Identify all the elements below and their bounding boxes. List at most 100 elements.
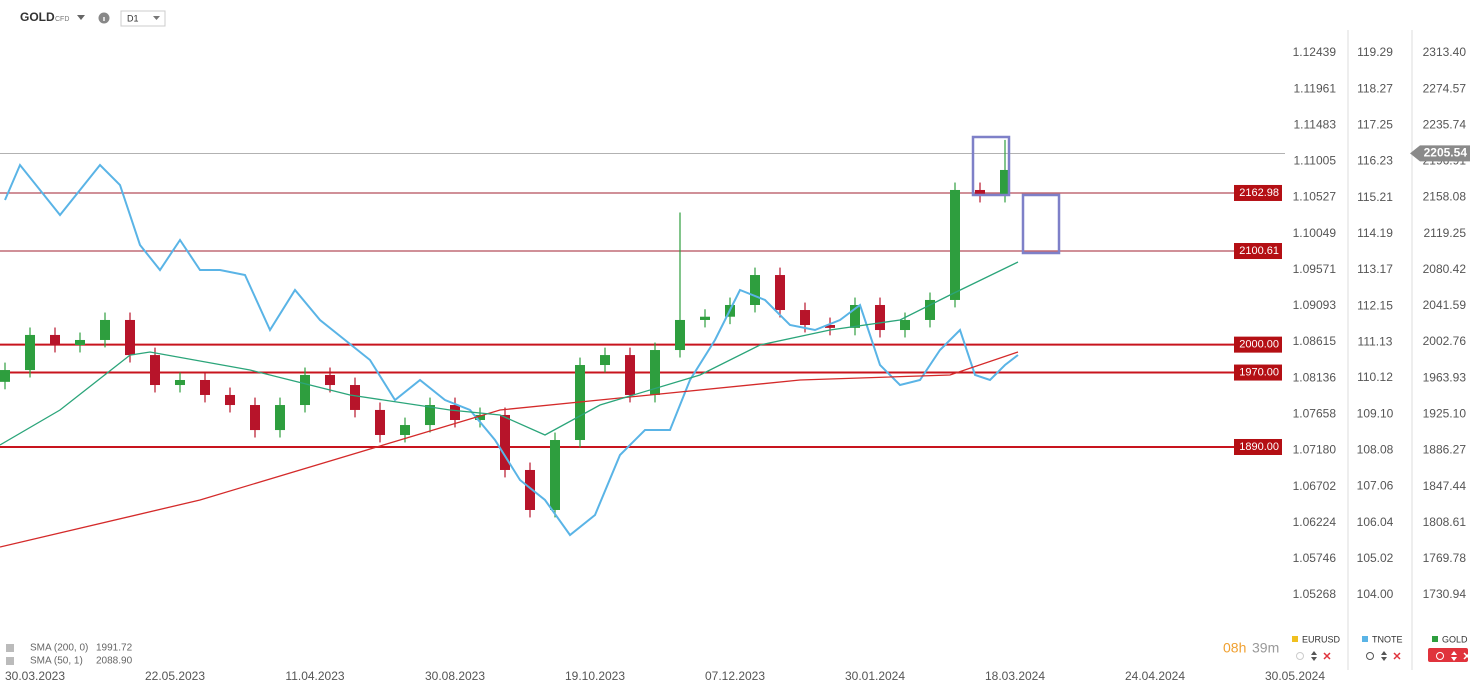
tab-swatch <box>1292 636 1298 642</box>
eurusd-tick-label: 1.05268 <box>1293 587 1337 601</box>
tab-order[interactable] <box>1311 651 1317 661</box>
series-line <box>0 351 1019 548</box>
candle-body <box>600 355 610 366</box>
tab-label[interactable]: GOLD <box>1442 634 1468 644</box>
legend-value: 1991.72 <box>96 643 133 654</box>
tab-swatch <box>1362 636 1368 642</box>
eurusd-tick-label: 1.11961 <box>1294 81 1337 95</box>
tab-close[interactable] <box>1393 652 1401 660</box>
tnote-tick-label: 115.21 <box>1357 190 1393 204</box>
candle-body <box>250 405 260 431</box>
tab-eye[interactable] <box>1366 652 1374 660</box>
tnote-tick-label: 106.04 <box>1357 515 1394 529</box>
eurusd-tick-label: 1.05746 <box>1293 551 1337 565</box>
overlay <box>971 135 1061 255</box>
candle-body <box>750 275 760 305</box>
annotation-box <box>971 135 1011 197</box>
level-tag <box>1234 243 1282 260</box>
candle-body <box>475 414 485 421</box>
tnote-tick-label: 117.25 <box>1357 117 1393 131</box>
candle-body <box>300 374 310 406</box>
candle-body <box>925 299 935 320</box>
candle-body <box>100 319 110 340</box>
timeframe-arrow <box>153 16 160 20</box>
candle-body <box>625 355 635 395</box>
last-price-tag <box>1410 145 1470 162</box>
eurusd-tick-label: 1.06224 <box>1293 515 1337 529</box>
tab-label[interactable]: EURUSD <box>1302 634 1341 644</box>
tab-active-box <box>1428 648 1468 662</box>
tab-eye[interactable] <box>1296 652 1304 660</box>
candle-body <box>975 189 985 196</box>
level-label: 1970.00 <box>1239 366 1279 378</box>
tab-order[interactable] <box>1381 651 1387 661</box>
candle-body <box>325 374 335 386</box>
tab-close[interactable] <box>1323 652 1331 660</box>
x-tick-label: 30.01.2024 <box>845 669 905 683</box>
level-tag <box>1234 184 1282 201</box>
gold-tick-label: 2274.57 <box>1423 81 1467 95</box>
dropdown-arrow[interactable] <box>77 15 85 20</box>
tnote-tick-label: 119.29 <box>1357 45 1393 59</box>
x-tick-label: 11.04.2023 <box>285 669 344 683</box>
candle-body <box>275 405 285 431</box>
annotation-box <box>1021 193 1061 255</box>
level-tag <box>1234 336 1282 353</box>
eurusd-tick-label: 1.09571 <box>1293 262 1337 276</box>
legend-value: 2088.90 <box>96 656 133 667</box>
eurusd-tick-label: 1.07658 <box>1293 407 1337 421</box>
x-tick-label: 30.05.2024 <box>1265 669 1325 683</box>
eurusd-tick-label: 1.06702 <box>1293 479 1337 493</box>
gold-tick-label: 2002.76 <box>1423 334 1467 348</box>
symbol[interactable]: GOLD <box>20 10 55 24</box>
candle-body <box>200 379 210 395</box>
gold-tick-label: 2313.40 <box>1423 45 1467 59</box>
candle-body <box>350 385 360 410</box>
tnote-tick-label: 114.19 <box>1357 226 1393 240</box>
candle-body <box>775 275 785 311</box>
tnote-tick-label: 108.08 <box>1357 443 1394 457</box>
level-label: 1890.00 <box>1239 441 1279 453</box>
gold-tick-label: 2080.42 <box>1423 262 1467 276</box>
panel-tabs: EURUSD TNOTE GOLD <box>1292 634 1471 662</box>
legend-name: SMA (50, 1) <box>30 656 83 667</box>
tnote-tick-label: 105.02 <box>1357 551 1394 565</box>
candle-body <box>825 324 835 328</box>
candle-body <box>800 310 810 325</box>
gold-tick-label: 1925.10 <box>1423 407 1467 421</box>
x-tick-label: 30.03.2023 <box>5 669 65 683</box>
eurusd-tick-label: 1.10527 <box>1293 190 1337 204</box>
level-tag <box>1234 364 1282 381</box>
symbol-type: CFD <box>55 16 69 23</box>
tab-swatch <box>1432 636 1438 642</box>
tab-order[interactable] <box>1451 651 1457 661</box>
timeframe-box[interactable] <box>120 10 166 27</box>
candle-body <box>175 379 185 386</box>
gold-tick-label: 1730.94 <box>1423 587 1467 601</box>
gold-tick-label: 1769.78 <box>1423 551 1467 565</box>
tnote-tick-label: 113.17 <box>1357 262 1393 276</box>
tnote-tick-label: 110.12 <box>1357 370 1393 384</box>
tab-close[interactable] <box>1463 652 1471 660</box>
legend-name: SMA (200, 0) <box>30 643 88 654</box>
tab-label[interactable]: TNOTE <box>1372 634 1403 644</box>
timer-hours: 08h <box>1223 640 1246 656</box>
tnote-tick-label: 107.06 <box>1357 479 1394 493</box>
legend-icon <box>6 644 14 652</box>
eurusd-tick-label: 1.07180 <box>1293 443 1337 457</box>
info-icon-mark <box>103 17 105 21</box>
candle-body <box>450 405 460 421</box>
toolbar: GOLD CFD D1 <box>20 10 166 27</box>
plot-area: 2162.98 2100.61 2000.00 1970.00 1890.00 <box>0 139 1412 548</box>
eurusd-tick-label: 1.11483 <box>1294 117 1337 131</box>
eurusd-tick-label: 1.11005 <box>1294 154 1337 168</box>
tab-eye[interactable] <box>1436 652 1444 660</box>
tnote-tick-label: 116.23 <box>1357 154 1393 168</box>
candle-body <box>25 334 35 371</box>
gold-tick-label: 2119.25 <box>1424 226 1467 240</box>
tnote-tick-label: 104.00 <box>1357 587 1394 601</box>
gold-tick-label: 2041.59 <box>1423 298 1467 312</box>
candle-body <box>500 414 510 470</box>
tnote-tick-label: 112.15 <box>1357 298 1393 312</box>
